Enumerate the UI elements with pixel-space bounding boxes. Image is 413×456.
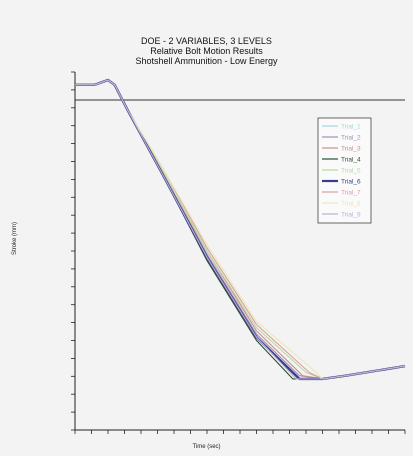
series-line-trial_9 xyxy=(75,79,406,380)
legend-label: Trial_7 xyxy=(341,190,361,197)
legend-label: Trial_3 xyxy=(341,146,361,153)
legend-label: Trial_6 xyxy=(341,179,361,186)
legend-label: Trial_8 xyxy=(341,201,361,208)
legend: Trial_1 Trial_2 Trial_3 Trial_4 Trial_5 Trial… xyxy=(317,117,372,224)
x-tick-group xyxy=(74,430,406,434)
y-tick-group xyxy=(71,71,75,431)
chart-subtitle-2: Shotshell Ammunition - Low Energy xyxy=(135,56,278,66)
legend-label: Trial_5 xyxy=(341,168,361,175)
legend-label: Trial_4 xyxy=(341,157,361,164)
legend-label: Trial_2 xyxy=(341,135,361,142)
legend-label: Trial_1 xyxy=(341,124,361,131)
series-group xyxy=(75,78,406,381)
chart-subtitle: Relative Bolt Motion Results xyxy=(150,46,263,56)
y-axis-label: Stroke (mm) xyxy=(12,222,18,255)
x-axis-label: Time (sec) xyxy=(192,444,221,450)
legend-label: Trial_9 xyxy=(341,212,361,219)
chart-title: DOE - 2 VARIABLES, 3 LEVELS xyxy=(141,36,272,46)
